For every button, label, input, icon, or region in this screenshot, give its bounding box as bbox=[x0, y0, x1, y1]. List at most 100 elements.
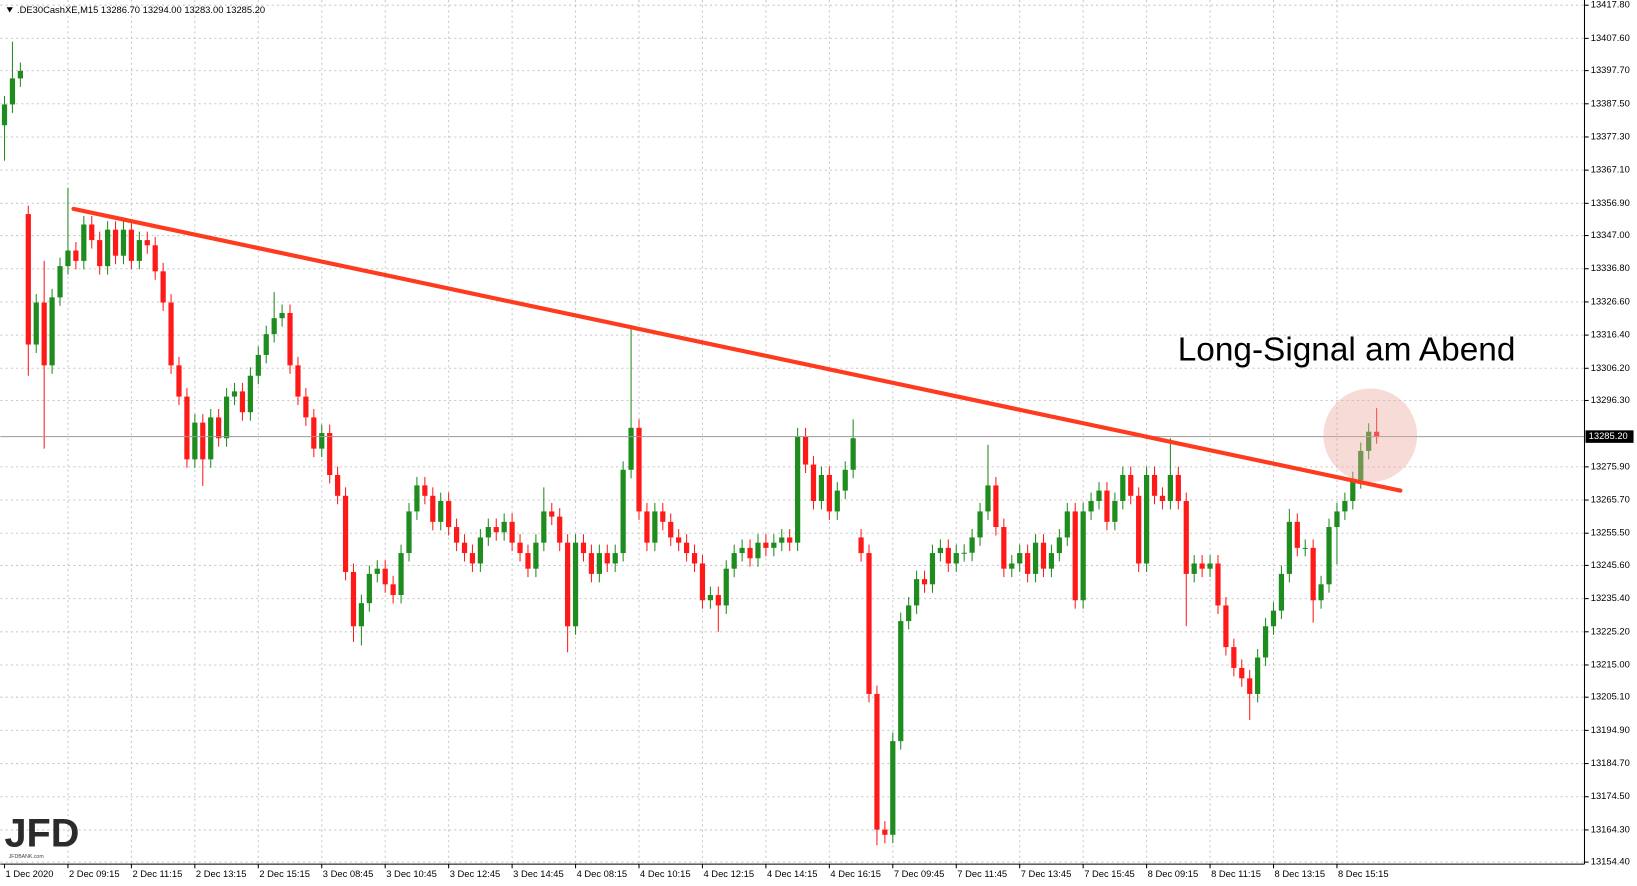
candle-body bbox=[1350, 480, 1356, 502]
candle-body bbox=[731, 553, 737, 569]
logo: JFD bbox=[5, 811, 80, 855]
x-tick-label: 2 Dec 15:15 bbox=[259, 868, 310, 879]
candle-body bbox=[1064, 511, 1070, 538]
x-tick-label: 3 Dec 14:45 bbox=[513, 868, 564, 879]
candle-body bbox=[501, 521, 507, 533]
menu-icon[interactable] bbox=[6, 7, 13, 13]
candle-body bbox=[97, 240, 103, 267]
candle-body bbox=[715, 595, 721, 606]
candle-body bbox=[826, 474, 832, 512]
candle-body bbox=[184, 396, 190, 460]
candle-body bbox=[1247, 678, 1253, 694]
y-tick-label: 13164.30 bbox=[1591, 823, 1630, 834]
x-tick-label: 8 Dec 11:15 bbox=[1211, 868, 1261, 879]
candle-body bbox=[620, 469, 626, 554]
candle-body bbox=[580, 542, 587, 554]
candle-body bbox=[208, 417, 214, 460]
x-tick-label: 2 Dec 11:15 bbox=[132, 868, 182, 879]
candle-body bbox=[1072, 511, 1078, 601]
x-tick-label: 7 Dec 09:45 bbox=[894, 868, 945, 879]
candle-body bbox=[945, 547, 951, 564]
candle-body bbox=[247, 375, 253, 413]
candle-body bbox=[660, 511, 666, 522]
header: .DE30CashXE,M15 13286.70 13294.00 13283.… bbox=[17, 4, 265, 15]
candle-body bbox=[652, 511, 658, 543]
candle-body bbox=[1207, 563, 1213, 569]
candle-body bbox=[1326, 527, 1332, 585]
candle-body bbox=[430, 495, 436, 522]
x-tick-label: 2 Dec 13:15 bbox=[196, 868, 247, 879]
candle-body bbox=[350, 571, 357, 627]
candle-body bbox=[469, 553, 476, 564]
candle-body bbox=[874, 693, 880, 830]
candle-body bbox=[890, 741, 896, 835]
candle-body bbox=[73, 250, 79, 261]
logo-sub: JFDBANK.com bbox=[9, 854, 44, 860]
candle-body bbox=[787, 537, 793, 543]
candle-body bbox=[850, 438, 856, 470]
candle-body bbox=[533, 542, 539, 569]
candle-body bbox=[57, 266, 63, 298]
candle-body bbox=[549, 511, 555, 517]
candle-body bbox=[136, 240, 142, 261]
candle-body bbox=[255, 354, 261, 376]
candle-body bbox=[1048, 553, 1055, 569]
candle-body bbox=[485, 527, 491, 538]
candle-body bbox=[882, 829, 888, 835]
candle-body bbox=[477, 537, 483, 564]
candle-body bbox=[382, 568, 388, 585]
candle-body bbox=[1, 104, 8, 126]
candle-body bbox=[866, 553, 872, 694]
candle-body bbox=[993, 485, 999, 528]
candle-body bbox=[1286, 521, 1292, 574]
candle-body bbox=[779, 537, 785, 543]
candle-body bbox=[1302, 547, 1308, 549]
candle-body bbox=[358, 603, 365, 627]
candle-body bbox=[1009, 563, 1015, 569]
candle-body bbox=[913, 579, 920, 606]
candle-body bbox=[1278, 573, 1285, 611]
candle-body bbox=[604, 553, 610, 564]
candle-body bbox=[1358, 450, 1364, 481]
candle-body bbox=[636, 427, 642, 512]
annotation: Long-Signal am Abend bbox=[1178, 331, 1516, 368]
candle-body bbox=[33, 302, 39, 345]
candle-body bbox=[818, 474, 825, 502]
candle-body bbox=[771, 542, 777, 548]
candle-body bbox=[1040, 542, 1047, 569]
candle-body bbox=[1151, 474, 1158, 496]
candle-body bbox=[398, 553, 404, 596]
candle-body bbox=[216, 417, 222, 439]
candle-body bbox=[152, 245, 158, 272]
candle-body bbox=[1025, 553, 1031, 574]
candle-body bbox=[9, 78, 16, 105]
x-tick-label: 4 Dec 10:15 bbox=[640, 868, 691, 879]
candle-body bbox=[17, 70, 23, 79]
candle-body bbox=[231, 391, 238, 397]
candle-body bbox=[1223, 605, 1229, 648]
candle-body bbox=[977, 511, 983, 538]
x-tick-label: 8 Dec 15:15 bbox=[1338, 868, 1389, 879]
candle-body bbox=[668, 521, 674, 538]
y-tick-label: 13245.60 bbox=[1591, 559, 1630, 570]
current-price-label: 13285.20 bbox=[1589, 430, 1628, 441]
candle-body bbox=[961, 552, 967, 554]
candle-body bbox=[319, 433, 325, 449]
candle-body bbox=[1262, 626, 1269, 658]
candle-body bbox=[707, 595, 713, 601]
x-tick-label: 7 Dec 13:45 bbox=[1021, 868, 1072, 879]
y-tick-label: 13275.90 bbox=[1591, 460, 1630, 471]
y-tick-label: 13205.10 bbox=[1591, 691, 1630, 702]
candle-body bbox=[747, 547, 753, 559]
y-tick-label: 13184.70 bbox=[1591, 757, 1630, 768]
candle-body bbox=[1136, 495, 1142, 564]
candle-body bbox=[802, 436, 809, 465]
candle-body bbox=[374, 568, 380, 574]
candle-body bbox=[89, 224, 95, 241]
y-tick-label: 13356.90 bbox=[1591, 197, 1630, 208]
y-tick-label: 13347.00 bbox=[1591, 229, 1630, 240]
candle-body bbox=[858, 537, 864, 554]
candle-body bbox=[1255, 657, 1261, 694]
x-tick-label: 2 Dec 09:15 bbox=[69, 868, 120, 879]
candle-body bbox=[1294, 521, 1300, 548]
